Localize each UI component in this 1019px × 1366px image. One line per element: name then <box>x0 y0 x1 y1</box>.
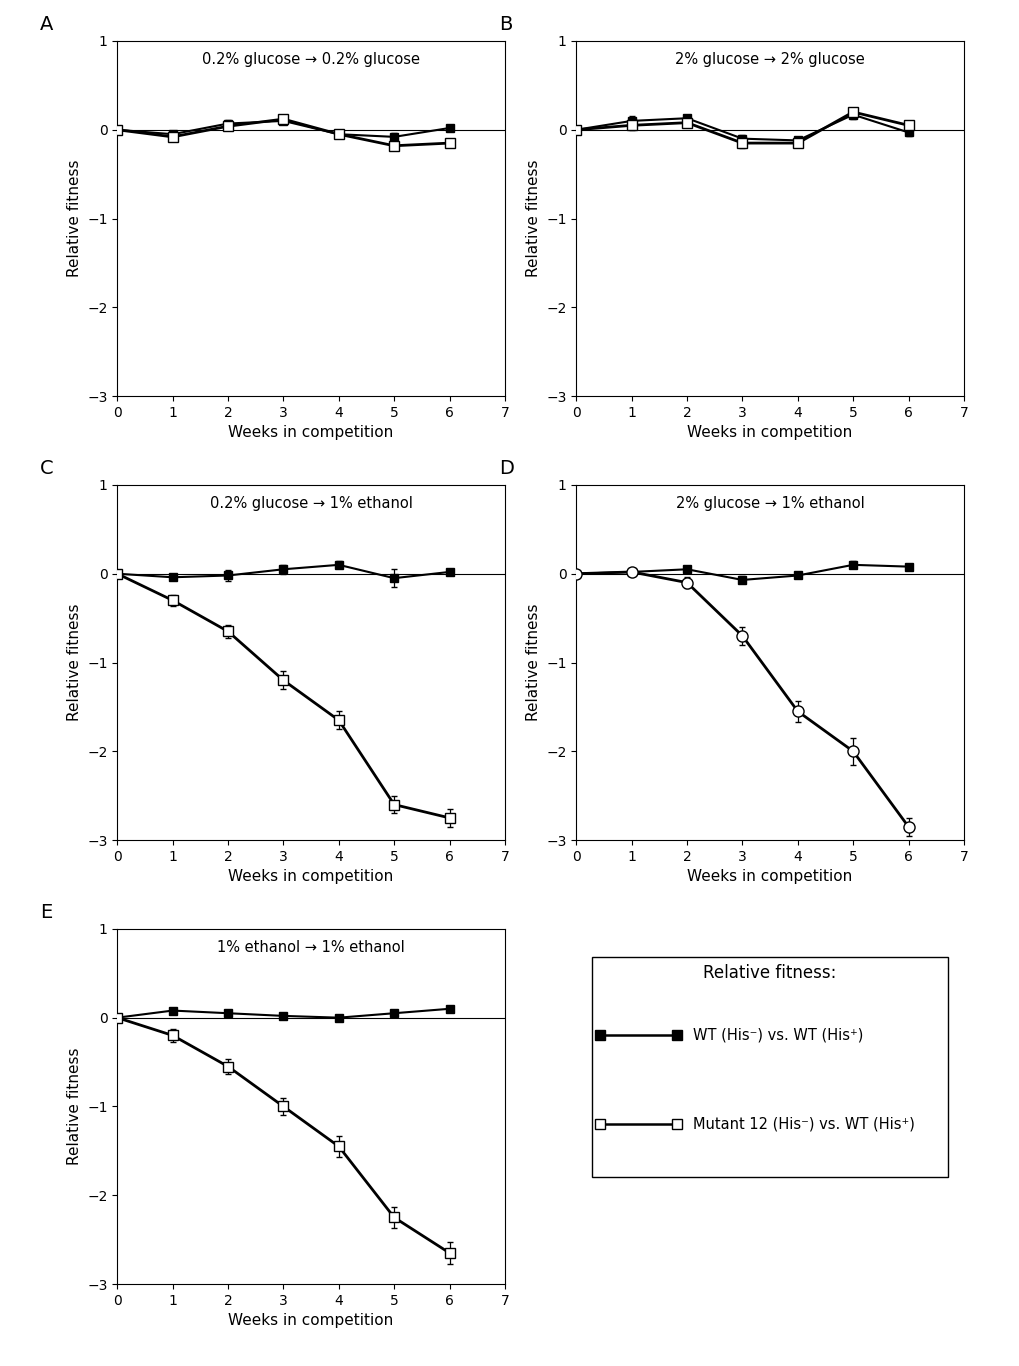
Text: Relative fitness:: Relative fitness: <box>703 964 836 982</box>
Text: 1% ethanol → 1% ethanol: 1% ethanol → 1% ethanol <box>217 940 405 955</box>
Text: 0.2% glucose → 0.2% glucose: 0.2% glucose → 0.2% glucose <box>202 52 420 67</box>
Text: WT (His⁻) vs. WT (His⁺): WT (His⁻) vs. WT (His⁺) <box>692 1029 862 1042</box>
X-axis label: Weeks in competition: Weeks in competition <box>687 425 852 440</box>
Y-axis label: Relative fitness: Relative fitness <box>525 160 540 277</box>
Text: Mutant 12 (His⁻) vs. WT (His⁺): Mutant 12 (His⁻) vs. WT (His⁺) <box>692 1117 914 1131</box>
Text: C: C <box>40 459 53 478</box>
Text: B: B <box>498 15 512 34</box>
X-axis label: Weeks in competition: Weeks in competition <box>228 869 393 884</box>
Y-axis label: Relative fitness: Relative fitness <box>66 604 82 721</box>
Text: 2% glucose → 1% ethanol: 2% glucose → 1% ethanol <box>675 496 864 511</box>
Y-axis label: Relative fitness: Relative fitness <box>525 604 540 721</box>
Text: D: D <box>498 459 514 478</box>
X-axis label: Weeks in competition: Weeks in competition <box>228 425 393 440</box>
X-axis label: Weeks in competition: Weeks in competition <box>228 1313 393 1328</box>
Bar <box>591 958 948 1177</box>
Text: 2% glucose → 2% glucose: 2% glucose → 2% glucose <box>675 52 864 67</box>
Y-axis label: Relative fitness: Relative fitness <box>66 1048 82 1165</box>
X-axis label: Weeks in competition: Weeks in competition <box>687 869 852 884</box>
Text: 0.2% glucose → 1% ethanol: 0.2% glucose → 1% ethanol <box>210 496 412 511</box>
Text: A: A <box>40 15 53 34</box>
Text: E: E <box>40 903 52 922</box>
Y-axis label: Relative fitness: Relative fitness <box>66 160 82 277</box>
